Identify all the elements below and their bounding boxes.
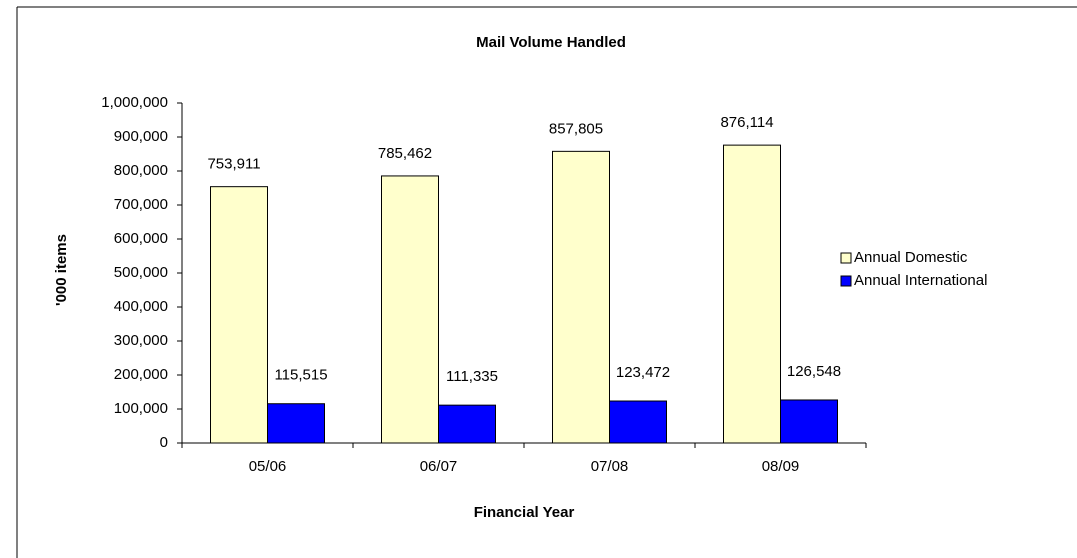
y-tick-label: 300,000	[114, 332, 168, 349]
y-tick-label: 200,000	[114, 366, 168, 383]
legend-swatch	[840, 252, 852, 264]
y-tick-label: 0	[160, 434, 168, 451]
y-tick-label: 400,000	[114, 298, 168, 315]
bar	[609, 400, 667, 444]
bar	[210, 186, 268, 444]
y-tick-label: 1,000,000	[101, 94, 168, 111]
x-tick-label: 07/08	[591, 458, 629, 475]
y-tick-label: 100,000	[114, 400, 168, 417]
x-tick-label: 05/06	[249, 458, 287, 475]
x-tick-label: 08/09	[762, 458, 800, 475]
value-label: 123,472	[616, 364, 670, 381]
bar	[780, 399, 838, 444]
value-label: 111,335	[446, 368, 498, 385]
bar	[381, 175, 439, 444]
value-label: 876,114	[720, 114, 773, 131]
x-axis-label: Financial Year	[474, 504, 575, 521]
bar	[267, 403, 325, 444]
y-tick-label: 700,000	[114, 196, 168, 213]
value-label: 753,911	[207, 156, 260, 173]
legend-label: Annual Domestic	[854, 249, 968, 266]
y-tick-label: 600,000	[114, 230, 168, 247]
y-tick-label: 800,000	[114, 162, 168, 179]
bar	[438, 404, 496, 444]
value-label: 126,548	[787, 363, 841, 380]
y-tick-label: 900,000	[114, 128, 168, 145]
bar	[723, 144, 781, 444]
bar	[552, 150, 610, 444]
y-axis-label: '000 items	[53, 234, 70, 306]
chart-title: Mail Volume Handled	[476, 34, 626, 51]
legend-swatch	[840, 275, 852, 287]
y-tick-label: 500,000	[114, 264, 168, 281]
value-label: 115,515	[274, 367, 327, 384]
legend-label: Annual International	[854, 272, 987, 289]
value-label: 785,462	[378, 145, 432, 162]
x-tick-label: 06/07	[420, 458, 458, 475]
value-label: 857,805	[549, 120, 603, 137]
